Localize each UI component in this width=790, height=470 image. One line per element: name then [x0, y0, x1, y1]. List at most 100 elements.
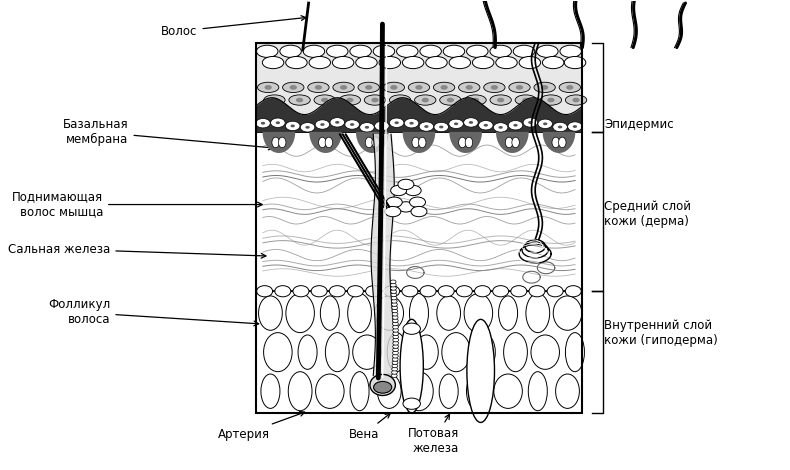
Circle shape	[394, 121, 399, 124]
Circle shape	[547, 98, 555, 102]
Ellipse shape	[536, 45, 558, 57]
Circle shape	[392, 306, 397, 310]
Ellipse shape	[286, 294, 314, 333]
Circle shape	[380, 125, 384, 127]
Circle shape	[330, 118, 344, 127]
Ellipse shape	[409, 294, 428, 333]
Circle shape	[419, 122, 434, 131]
Ellipse shape	[506, 137, 513, 148]
Circle shape	[300, 123, 315, 132]
Circle shape	[320, 123, 325, 126]
Ellipse shape	[404, 372, 433, 411]
Ellipse shape	[280, 45, 301, 57]
Circle shape	[393, 322, 398, 326]
Circle shape	[416, 85, 423, 90]
Circle shape	[393, 329, 398, 332]
Ellipse shape	[378, 374, 401, 408]
Circle shape	[508, 120, 523, 130]
Ellipse shape	[409, 197, 426, 207]
Circle shape	[543, 122, 547, 125]
Ellipse shape	[411, 206, 427, 217]
Ellipse shape	[325, 137, 333, 148]
Ellipse shape	[398, 179, 414, 189]
Ellipse shape	[366, 286, 382, 297]
Ellipse shape	[364, 95, 386, 105]
Ellipse shape	[552, 137, 559, 148]
Ellipse shape	[490, 45, 511, 57]
Circle shape	[472, 98, 480, 102]
Circle shape	[315, 120, 329, 129]
Circle shape	[390, 280, 396, 284]
Circle shape	[365, 85, 372, 90]
Circle shape	[568, 122, 582, 131]
Circle shape	[271, 98, 278, 102]
Ellipse shape	[261, 374, 280, 408]
Ellipse shape	[348, 286, 363, 297]
Text: Базальная
мембрана: Базальная мембрана	[63, 118, 273, 150]
Ellipse shape	[375, 296, 404, 330]
Ellipse shape	[420, 45, 442, 57]
Text: Фолликул
волоса: Фолликул волоса	[48, 298, 258, 326]
Circle shape	[391, 290, 397, 293]
Circle shape	[390, 286, 397, 290]
Ellipse shape	[370, 375, 395, 395]
Ellipse shape	[437, 296, 461, 330]
Ellipse shape	[283, 82, 304, 93]
Circle shape	[403, 323, 420, 334]
Ellipse shape	[490, 95, 511, 105]
Circle shape	[392, 370, 397, 374]
Ellipse shape	[365, 137, 373, 148]
Ellipse shape	[467, 319, 495, 423]
Polygon shape	[262, 132, 295, 153]
Circle shape	[392, 367, 397, 371]
Circle shape	[390, 283, 397, 287]
Circle shape	[447, 98, 454, 102]
Text: Волос: Волос	[161, 16, 306, 38]
Ellipse shape	[333, 82, 354, 93]
Ellipse shape	[278, 137, 286, 148]
Ellipse shape	[329, 286, 345, 297]
Circle shape	[434, 122, 449, 132]
Ellipse shape	[303, 45, 325, 57]
Circle shape	[566, 85, 574, 90]
Ellipse shape	[258, 296, 282, 330]
Circle shape	[522, 98, 529, 102]
Circle shape	[393, 315, 398, 319]
Ellipse shape	[439, 374, 458, 408]
Ellipse shape	[559, 137, 566, 148]
Circle shape	[393, 351, 398, 355]
Text: Внутренний слой
кожи (гиподерма): Внутренний слой кожи (гиподерма)	[604, 320, 718, 347]
Ellipse shape	[383, 82, 404, 93]
Polygon shape	[450, 132, 482, 153]
Ellipse shape	[257, 286, 273, 297]
Ellipse shape	[509, 82, 530, 93]
Circle shape	[523, 118, 538, 127]
Ellipse shape	[426, 56, 447, 69]
Ellipse shape	[320, 296, 340, 330]
Circle shape	[397, 98, 404, 102]
Ellipse shape	[318, 137, 326, 148]
Ellipse shape	[390, 185, 407, 196]
Circle shape	[271, 118, 285, 127]
Circle shape	[424, 125, 428, 128]
Circle shape	[335, 121, 340, 124]
Circle shape	[391, 296, 397, 300]
Ellipse shape	[443, 45, 465, 57]
Ellipse shape	[504, 333, 528, 372]
Ellipse shape	[519, 56, 540, 69]
Circle shape	[403, 398, 420, 409]
Circle shape	[454, 122, 458, 125]
Circle shape	[573, 98, 580, 102]
Ellipse shape	[288, 372, 312, 411]
Ellipse shape	[386, 197, 402, 207]
Circle shape	[483, 124, 488, 126]
Circle shape	[498, 126, 503, 129]
Circle shape	[306, 126, 310, 129]
Ellipse shape	[315, 374, 344, 408]
Circle shape	[516, 85, 523, 90]
Text: Вена: Вена	[348, 413, 390, 441]
Ellipse shape	[372, 137, 379, 148]
Ellipse shape	[483, 82, 505, 93]
Ellipse shape	[529, 372, 547, 411]
Circle shape	[285, 121, 300, 131]
